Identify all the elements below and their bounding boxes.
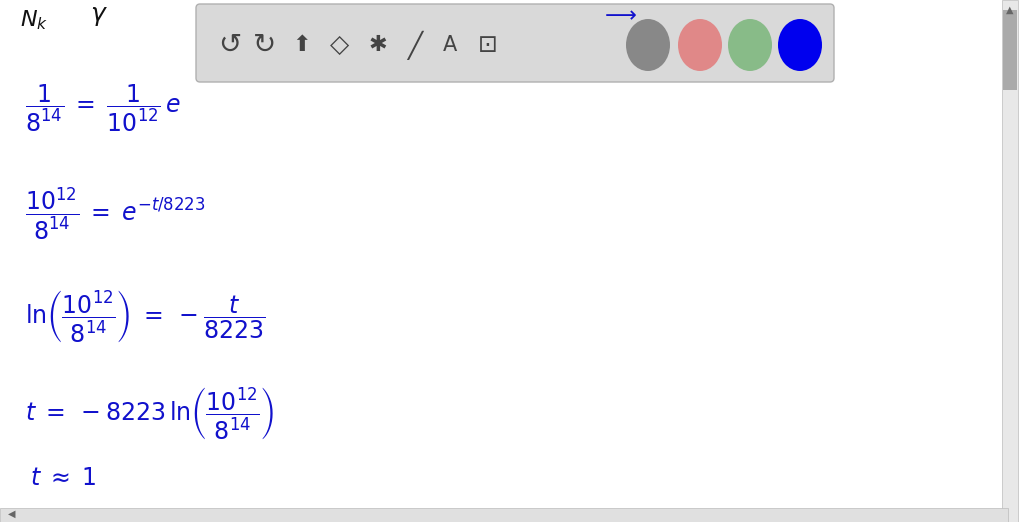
Ellipse shape — [778, 19, 822, 71]
Text: ⬆: ⬆ — [293, 35, 311, 55]
Text: ◀: ◀ — [8, 509, 15, 519]
Text: $t\;\approx\;1$: $t\;\approx\;1$ — [30, 466, 96, 490]
Text: $N_k$: $N_k$ — [20, 8, 48, 32]
Text: ↺: ↺ — [218, 31, 242, 59]
Text: $t\;=\;-8223\,\ln\!\left(\dfrac{10^{12}}{8^{14}}\right)$: $t\;=\;-8223\,\ln\!\left(\dfrac{10^{12}}… — [25, 385, 274, 442]
Text: ▲: ▲ — [1007, 5, 1014, 15]
Text: ✱: ✱ — [369, 35, 387, 55]
Text: ◇: ◇ — [331, 33, 349, 57]
Text: $\longrightarrow$: $\longrightarrow$ — [600, 4, 637, 24]
Text: $\gamma$: $\gamma$ — [90, 4, 108, 28]
Text: ↻: ↻ — [253, 31, 276, 59]
Text: ⊡: ⊡ — [478, 33, 498, 57]
Bar — [1002, 0, 1018, 522]
Text: $\ln\!\left(\dfrac{10^{12}}{8^{14}}\right)\;=\;-\dfrac{t}{8223}$: $\ln\!\left(\dfrac{10^{12}}{8^{14}}\righ… — [25, 288, 265, 345]
Text: $\dfrac{10^{12}}{8^{14}}\;=\;e^{-t/8223}$: $\dfrac{10^{12}}{8^{14}}\;=\;e^{-t/8223}… — [25, 185, 205, 242]
Text: ╱: ╱ — [408, 30, 423, 60]
Bar — [0, 508, 1008, 522]
Text: A: A — [442, 35, 457, 55]
Ellipse shape — [626, 19, 670, 71]
Ellipse shape — [728, 19, 772, 71]
Text: $\dfrac{1}{8^{14}}\;=\;\dfrac{1}{10^{12}}\,e$: $\dfrac{1}{8^{14}}\;=\;\dfrac{1}{10^{12}… — [25, 82, 181, 134]
Ellipse shape — [678, 19, 722, 71]
Bar — [1002, 10, 1017, 90]
FancyBboxPatch shape — [196, 4, 834, 82]
